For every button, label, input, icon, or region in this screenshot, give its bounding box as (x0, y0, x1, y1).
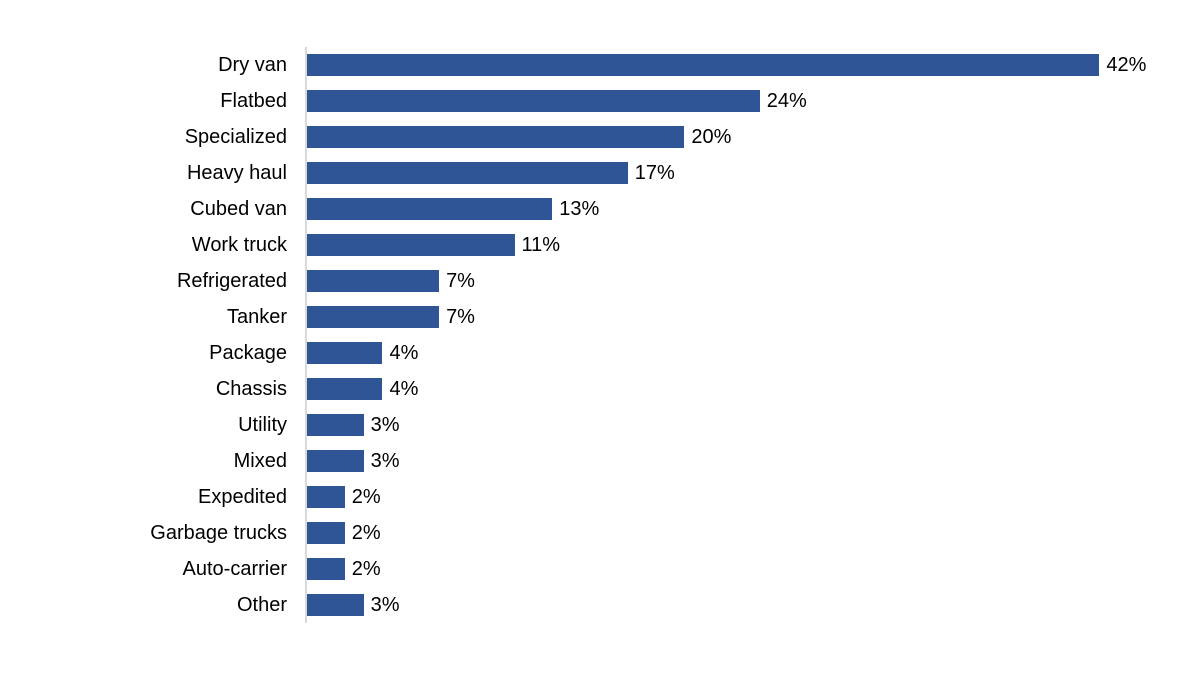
chart-row: Cubed van 13% (0, 191, 1156, 227)
category-label: Other (236, 594, 287, 616)
value-label: 7% (446, 270, 475, 292)
value-label: 4% (389, 342, 419, 364)
plot-area: 2% (305, 479, 1156, 515)
bar (307, 594, 364, 616)
chart-row: Specialized 20% (0, 119, 1156, 155)
chart-row: Package 4% (0, 335, 1156, 371)
plot-area: 2% (305, 515, 1156, 551)
category-label: Tanker (226, 306, 287, 328)
bar (307, 234, 515, 256)
plot-area: 3% (305, 587, 1156, 623)
category-label: Heavy haul (186, 162, 287, 184)
category-label: Dry van (218, 54, 287, 76)
bar (307, 162, 628, 184)
category-label: Work truck (191, 234, 287, 256)
category-label: Expedited (198, 486, 287, 508)
bar (307, 90, 760, 112)
chart-row: Heavy haul 17% (0, 155, 1156, 191)
plot-area: 2% (305, 551, 1156, 587)
value-label: 3% (370, 414, 400, 436)
chart-row: Chassis 4% (0, 371, 1156, 407)
plot-area: 42% (305, 47, 1156, 83)
value-label: 3% (370, 450, 400, 472)
chart-row: Auto-carrier 2% (0, 551, 1156, 587)
value-label: 11% (521, 234, 561, 256)
plot-area: 20% (305, 119, 1156, 155)
bar (307, 198, 553, 220)
bar (307, 522, 345, 544)
chart-row: Utility 3% (0, 407, 1156, 443)
bar (307, 270, 440, 292)
plot-area: 13% (305, 191, 1156, 227)
chart-row: Other 3% (0, 587, 1156, 623)
plot-area: 11% (305, 227, 1156, 263)
category-label: Cubed van (190, 198, 287, 220)
category-label: Auto-carrier (182, 558, 287, 580)
bar (307, 450, 364, 472)
category-label: Flatbed (220, 90, 287, 112)
category-label: Garbage trucks (150, 522, 287, 544)
chart-row: Refrigerated 7% (0, 263, 1156, 299)
chart-row: Work truck 11% (0, 227, 1156, 263)
bar (307, 486, 345, 508)
plot-area: 3% (305, 443, 1156, 479)
bar (307, 414, 364, 436)
category-label: Mixed (233, 450, 287, 472)
chart-row: Tanker 7% (0, 299, 1156, 335)
value-label: 7% (446, 306, 475, 328)
value-label: 2% (351, 558, 381, 580)
category-label: Chassis (215, 378, 287, 400)
bar (307, 342, 383, 364)
value-label: 42% (1106, 54, 1147, 76)
value-label: 13% (559, 198, 600, 220)
bar (307, 378, 383, 400)
plot-area: 3% (305, 407, 1156, 443)
value-label: 2% (351, 486, 381, 508)
value-label: 24% (766, 90, 807, 112)
plot-area: 4% (305, 371, 1156, 407)
plot-area: 24% (305, 83, 1156, 119)
plot-area: 7% (305, 263, 1156, 299)
category-label: Utility (238, 414, 287, 436)
chart-row: Dry van 42% (0, 47, 1156, 83)
category-label: Package (209, 342, 287, 364)
category-label: Refrigerated (176, 270, 287, 292)
chart-rows: Dry van 42% Flatbed 24% Specialized 20% … (0, 47, 1156, 623)
chart-row: Garbage trucks 2% (0, 515, 1156, 551)
chart-row: Flatbed 24% (0, 83, 1156, 119)
plot-area: 7% (305, 299, 1156, 335)
bar (307, 558, 345, 580)
value-label: 2% (351, 522, 381, 544)
category-label: Specialized (184, 126, 287, 148)
bar (307, 306, 440, 328)
bar (307, 54, 1100, 76)
chart-row: Expedited 2% (0, 479, 1156, 515)
plot-area: 4% (305, 335, 1156, 371)
plot-area: 17% (305, 155, 1156, 191)
bar-chart: Dry van 42% Flatbed 24% Specialized 20% … (0, 47, 1156, 623)
bar (307, 126, 685, 148)
value-label: 17% (634, 162, 675, 184)
chart-row: Mixed 3% (0, 443, 1156, 479)
value-label: 3% (370, 594, 400, 616)
value-label: 4% (389, 378, 419, 400)
value-label: 20% (691, 126, 732, 148)
